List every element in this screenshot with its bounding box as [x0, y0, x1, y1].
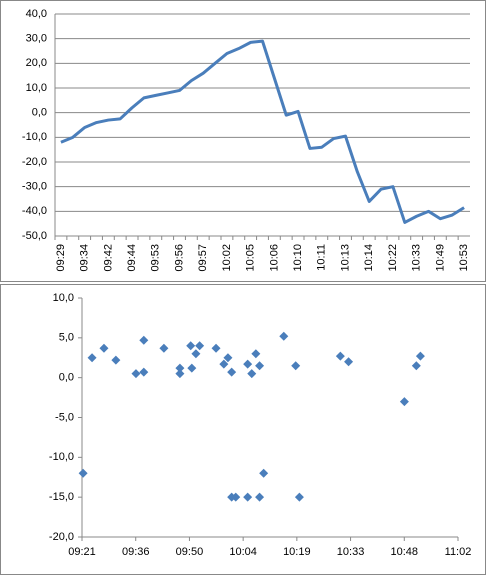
scatter-point [344, 357, 354, 367]
y-tick-label: 30,0 [26, 33, 47, 45]
x-tick-label: 09:21 [68, 546, 96, 558]
scatter-point [187, 363, 197, 373]
scatter-point [231, 492, 241, 502]
scatter-point [294, 492, 304, 502]
y-tick-label: 10,0 [53, 292, 74, 304]
scatter-point [211, 343, 221, 353]
y-tick-label: 0,0 [59, 372, 74, 384]
y-tick-label: -40,0 [22, 205, 47, 217]
line-series [60, 39, 465, 224]
x-tick-label: 10:19 [283, 546, 311, 558]
y-tick-label: -15,0 [49, 491, 74, 503]
x-tick-label: 10:53 [458, 244, 470, 272]
y-tick-label: -10,0 [49, 451, 74, 463]
x-tick-label: 10:33 [411, 244, 423, 272]
x-tick-label: 10:10 [292, 244, 304, 272]
scatter-point [243, 492, 253, 502]
scatter-point [411, 361, 421, 371]
x-tick-label: 11:02 [445, 546, 472, 558]
panel [0, 0, 486, 282]
y-tick-label: -5,0 [55, 411, 74, 423]
x-tick-label: 09:42 [102, 244, 114, 272]
scatter-point [195, 341, 205, 351]
y-tick-label: -20,0 [49, 531, 74, 543]
x-tick-label: 09:44 [126, 244, 138, 272]
x-tick-label: 10:06 [268, 244, 280, 272]
scatter-point [175, 363, 185, 373]
scatter-point [131, 369, 141, 379]
scatter-point [415, 351, 425, 361]
scatter-point [191, 349, 201, 359]
x-tick-label: 10:14 [363, 244, 375, 272]
scatter-point [227, 367, 237, 377]
x-tick-label: 09:53 [150, 244, 162, 272]
x-tick-label: 10:13 [339, 244, 351, 272]
x-tick-label: 09:56 [173, 244, 185, 272]
y-tick-label: 40,0 [26, 8, 47, 20]
scatter-point [251, 349, 261, 359]
scatter-point [247, 369, 257, 379]
y-tick-label: -30,0 [22, 181, 47, 193]
y-tick-label: -50,0 [22, 230, 47, 242]
scatter-point [78, 468, 88, 478]
scatter-point [259, 468, 269, 478]
x-tick-label: 10:02 [221, 244, 233, 272]
scatter-point [99, 343, 109, 353]
scatter-point [139, 335, 149, 345]
scatter-point [255, 492, 265, 502]
y-tick-label: -10,0 [22, 131, 47, 143]
x-tick-label: 10:22 [387, 244, 399, 272]
y-tick-label: 10,0 [26, 82, 47, 94]
scatter-point [255, 361, 265, 371]
x-tick-label: 09:34 [79, 244, 91, 272]
panel [0, 284, 486, 575]
x-tick-label: 10:49 [434, 244, 446, 272]
scatter-point [111, 355, 121, 365]
scatter-point [87, 353, 97, 363]
y-tick-label: -20,0 [22, 156, 47, 168]
x-tick-label: 10:11 [316, 244, 328, 271]
scatter-point [335, 351, 345, 361]
scatter-point [223, 353, 233, 363]
x-tick-label: 09:50 [176, 546, 204, 558]
x-tick-label: 09:29 [55, 244, 67, 272]
x-tick-label: 09:57 [197, 244, 209, 272]
scatter-point [219, 359, 229, 369]
y-tick-label: 20,0 [26, 57, 47, 69]
x-tick-label: 10:05 [245, 244, 257, 272]
scatter-point [279, 331, 289, 341]
x-tick-label: 10:33 [337, 546, 365, 558]
x-tick-label: 10:04 [229, 546, 257, 558]
scatter-point [399, 397, 409, 407]
y-tick-label: 5,0 [59, 332, 74, 344]
scatter-point [159, 343, 169, 353]
scatter-point [139, 367, 149, 377]
y-tick-label: 0,0 [32, 107, 47, 119]
x-tick-label: 10:48 [391, 546, 419, 558]
x-tick-label: 09:36 [122, 546, 150, 558]
scatter-point [291, 361, 301, 371]
scatter-point [175, 369, 185, 379]
scatter-point [186, 341, 196, 351]
scatter-point [243, 359, 253, 369]
